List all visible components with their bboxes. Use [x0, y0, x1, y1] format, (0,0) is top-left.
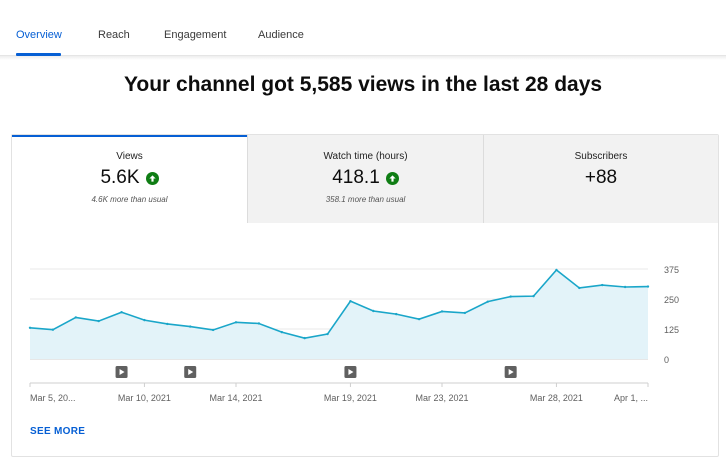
- data-point: [463, 311, 467, 315]
- play-icon: [508, 369, 514, 375]
- metric-value: 418.1: [248, 167, 483, 189]
- data-point: [349, 299, 352, 303]
- data-point: [623, 285, 627, 289]
- data-point: [417, 317, 421, 321]
- y-tick-label: 250: [664, 295, 679, 305]
- trend-up-icon: [385, 171, 399, 185]
- data-point: [51, 328, 55, 331]
- data-point: [166, 322, 169, 326]
- data-point: [97, 319, 100, 323]
- data-point: [326, 332, 329, 336]
- tab-overview[interactable]: Overview: [16, 29, 62, 41]
- data-point: [578, 286, 581, 290]
- data-point: [28, 326, 32, 329]
- metric-tab-watch-time[interactable]: Watch time (hours) 418.1 358.1 more than…: [248, 135, 483, 223]
- data-point: [532, 294, 535, 298]
- data-point: [555, 268, 558, 272]
- y-tick-label: 0: [664, 355, 669, 365]
- x-tick-label: Mar 10, 2021: [118, 393, 171, 403]
- metric-tab-views[interactable]: Views 5.6K 4.6K more than usual: [12, 135, 247, 223]
- y-tick-label: 375: [664, 265, 679, 275]
- metric-value: 5.6K: [12, 167, 247, 189]
- data-point: [509, 295, 512, 298]
- data-point: [303, 336, 306, 340]
- see-more-link[interactable]: SEE MORE: [30, 426, 86, 437]
- data-point: [143, 318, 146, 322]
- tab-bar-shadow: [0, 56, 726, 60]
- x-tick-label: Apr 1, ...: [614, 393, 648, 403]
- page-headline: Your channel got 5,585 views in the last…: [123, 73, 603, 96]
- data-point: [211, 328, 215, 332]
- data-point: [372, 309, 375, 313]
- metric-divider: [247, 135, 248, 223]
- metric-title: Views: [116, 151, 143, 162]
- metric-value-text: 5.6K: [100, 167, 140, 188]
- play-icon: [348, 369, 354, 375]
- area-fill: [30, 269, 648, 359]
- data-point: [234, 321, 238, 324]
- data-point: [601, 283, 604, 287]
- x-tick-label: Mar 14, 2021: [209, 393, 262, 403]
- play-icon: [188, 369, 194, 375]
- x-tick-label: Mar 23, 2021: [415, 393, 468, 403]
- data-point: [280, 330, 283, 334]
- tab-bar: Overview Reach Engagement Audience: [0, 0, 726, 56]
- metric-title: Watch time (hours): [323, 151, 408, 162]
- tab-audience[interactable]: Audience: [258, 29, 304, 41]
- data-point: [74, 316, 77, 319]
- data-point: [486, 300, 489, 303]
- x-tick-label: Mar 19, 2021: [324, 393, 377, 403]
- metric-value-text: +88: [584, 167, 618, 188]
- series-line: [29, 268, 649, 339]
- x-tick-label: Mar 28, 2021: [530, 393, 583, 403]
- play-icon: [119, 369, 125, 375]
- trend-up-icon: [145, 171, 159, 185]
- metric-value-text: 418.1: [332, 167, 380, 188]
- data-point: [120, 311, 123, 314]
- y-tick-label: 125: [664, 325, 679, 335]
- metric-value: +88: [484, 167, 718, 189]
- data-point: [440, 310, 444, 313]
- metric-tab-subscribers[interactable]: Subscribers +88: [484, 135, 718, 223]
- tab-engagement[interactable]: Engagement: [164, 29, 227, 41]
- metric-note: 358.1 more than usual: [325, 195, 406, 204]
- metric-title: Subscribers: [574, 151, 628, 162]
- data-point: [257, 322, 261, 325]
- x-tick-label: Mar 5, 20...: [30, 393, 76, 403]
- tab-reach[interactable]: Reach: [98, 29, 130, 41]
- active-tab-indicator: [16, 53, 61, 56]
- data-point: [395, 312, 398, 316]
- metric-divider: [483, 135, 484, 223]
- metric-note: 4.6K more than usual: [91, 195, 168, 204]
- data-point: [646, 285, 650, 288]
- data-point: [189, 325, 192, 328]
